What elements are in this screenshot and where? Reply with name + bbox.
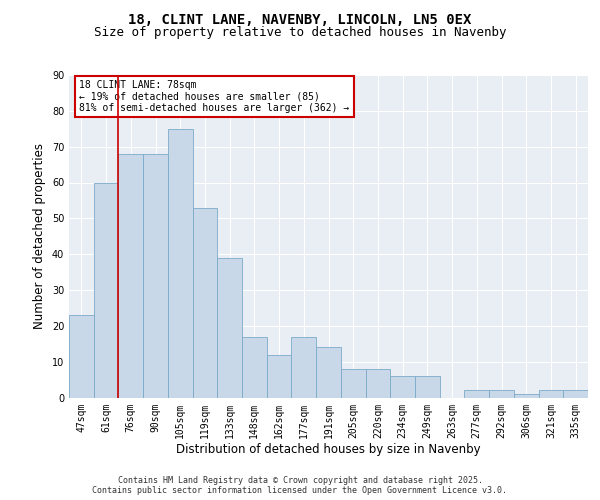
- Y-axis label: Number of detached properties: Number of detached properties: [33, 143, 46, 329]
- Bar: [94, 182, 118, 398]
- Bar: [267, 354, 292, 398]
- Bar: [415, 376, 440, 398]
- Text: 18 CLINT LANE: 78sqm
← 19% of detached houses are smaller (85)
81% of semi-detac: 18 CLINT LANE: 78sqm ← 19% of detached h…: [79, 80, 350, 113]
- Bar: [365, 369, 390, 398]
- Bar: [489, 390, 514, 398]
- X-axis label: Distribution of detached houses by size in Navenby: Distribution of detached houses by size …: [176, 443, 481, 456]
- Bar: [563, 390, 588, 398]
- Bar: [168, 128, 193, 398]
- Text: Contains HM Land Registry data © Crown copyright and database right 2025.
Contai: Contains HM Land Registry data © Crown c…: [92, 476, 508, 495]
- Bar: [464, 390, 489, 398]
- Bar: [217, 258, 242, 398]
- Bar: [316, 348, 341, 398]
- Bar: [390, 376, 415, 398]
- Bar: [193, 208, 217, 398]
- Text: Size of property relative to detached houses in Navenby: Size of property relative to detached ho…: [94, 26, 506, 39]
- Bar: [69, 315, 94, 398]
- Bar: [242, 336, 267, 398]
- Bar: [292, 336, 316, 398]
- Bar: [514, 394, 539, 398]
- Bar: [118, 154, 143, 398]
- Bar: [341, 369, 365, 398]
- Text: 18, CLINT LANE, NAVENBY, LINCOLN, LN5 0EX: 18, CLINT LANE, NAVENBY, LINCOLN, LN5 0E…: [128, 12, 472, 26]
- Bar: [539, 390, 563, 398]
- Bar: [143, 154, 168, 398]
